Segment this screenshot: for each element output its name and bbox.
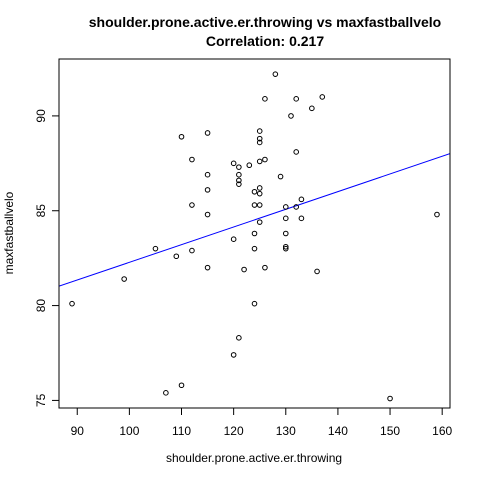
data-point <box>293 96 300 102</box>
data-point <box>282 230 289 237</box>
data-point <box>256 135 263 142</box>
x-tick-label: 90 <box>71 424 85 438</box>
data-point <box>314 268 320 275</box>
data-point <box>434 211 440 218</box>
data-point <box>251 230 258 237</box>
chart-title: shoulder.prone.active.er.throwing vs max… <box>89 14 441 30</box>
y-tick-label: 80 <box>34 299 48 313</box>
data-point <box>262 96 268 102</box>
data-point <box>256 219 263 225</box>
data-point <box>178 133 185 140</box>
data-point <box>178 382 185 389</box>
data-point <box>236 177 242 184</box>
data-point <box>204 130 211 136</box>
data-point <box>293 149 300 155</box>
data-point <box>163 390 169 396</box>
y-tick-label: 90 <box>34 109 48 123</box>
data-point <box>277 173 284 180</box>
data-point <box>241 266 247 273</box>
x-tick-label: 140 <box>328 424 348 438</box>
x-tick-label: 150 <box>380 424 400 438</box>
plot-frame <box>58 58 451 409</box>
data-point <box>204 187 211 193</box>
data-point <box>262 264 268 271</box>
data-point <box>282 245 289 252</box>
data-point <box>246 162 253 169</box>
data-point <box>288 113 294 119</box>
data-point <box>173 253 180 260</box>
y-tick-label: 85 <box>34 204 48 218</box>
y-axis-label: maxfastballvelo <box>2 191 16 274</box>
data-point <box>251 188 258 195</box>
data-point <box>251 245 258 252</box>
data-point <box>121 276 127 282</box>
data-point <box>282 243 289 250</box>
y-tick-label: 75 <box>34 393 48 407</box>
data-point <box>256 139 263 146</box>
data-point <box>230 236 237 242</box>
data-point <box>204 211 211 218</box>
data-point <box>256 158 263 165</box>
data-point <box>251 202 258 208</box>
data-point <box>256 185 263 191</box>
x-tick-label: 100 <box>119 424 139 438</box>
x-axis: 90 100 110 120 130 140 150 160 <box>71 408 453 438</box>
data-point <box>189 202 195 208</box>
chart-subtitle: Correlation: 0.217 <box>206 33 324 49</box>
x-tick-label: 110 <box>172 424 191 438</box>
x-tick-label: 130 <box>276 424 296 438</box>
data-point <box>272 71 279 77</box>
data-point <box>152 245 159 252</box>
data-point <box>189 247 195 254</box>
data-point <box>230 352 237 358</box>
data-point <box>256 128 263 134</box>
data-point <box>236 164 242 170</box>
data-point <box>236 171 242 178</box>
data-point <box>236 335 242 341</box>
data-point <box>282 215 289 222</box>
data-point <box>189 156 195 163</box>
points-layer <box>69 71 440 402</box>
data-point <box>69 300 75 307</box>
data-point <box>298 215 305 222</box>
x-tick-label: 120 <box>224 424 244 438</box>
x-axis-label: shoulder.prone.active.er.throwing <box>166 451 342 465</box>
data-point <box>251 300 258 307</box>
data-point <box>298 196 305 203</box>
data-point <box>387 395 393 402</box>
x-tick-label: 160 <box>432 424 452 438</box>
data-point <box>282 204 289 210</box>
data-point <box>204 171 211 178</box>
y-axis: 75 80 85 90 <box>34 109 59 407</box>
data-point <box>204 264 211 271</box>
data-point <box>309 105 315 112</box>
data-point <box>230 160 237 167</box>
data-point <box>256 202 263 208</box>
data-point <box>293 204 300 210</box>
data-point <box>262 156 268 163</box>
data-point <box>256 190 263 197</box>
data-point <box>236 181 242 187</box>
data-point <box>319 94 326 100</box>
regression-line <box>59 153 450 287</box>
